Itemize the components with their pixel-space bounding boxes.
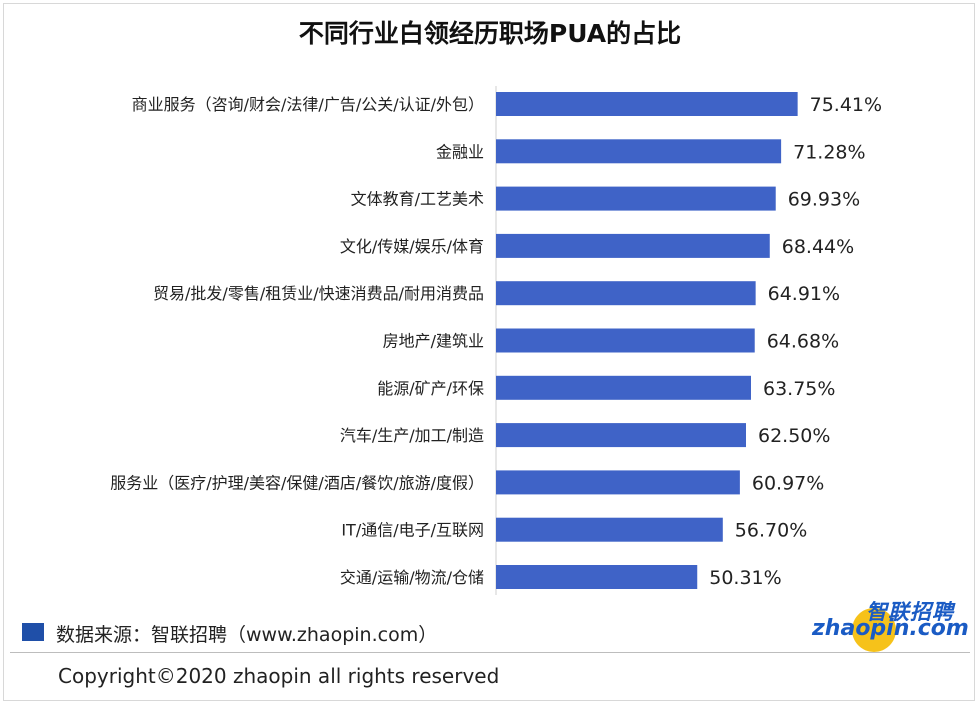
bar: [496, 281, 756, 306]
bar: [496, 92, 798, 116]
category-label: 文化/传媒/娱乐/体育: [340, 237, 484, 256]
value-label: 56.70%: [735, 520, 807, 542]
footer-divider: [10, 652, 970, 653]
category-label: IT/通信/电子/互联网: [341, 521, 484, 540]
bar: [496, 375, 751, 400]
value-label: 64.91%: [768, 283, 840, 305]
chart-frame: [3, 3, 975, 701]
category-label: 商业服务（咨询/财会/法律/广告/公关/认证/外包）: [132, 95, 484, 114]
logo-english-text: zhaopin.com: [812, 616, 969, 641]
value-label: 71.28%: [793, 141, 865, 163]
category-label: 贸易/批发/零售/租赁业/快速消费品/耐用消费品: [153, 284, 484, 303]
value-label: 63.75%: [763, 378, 835, 400]
data-source-text: 数据来源：智联招聘（www.zhaopin.com）: [56, 624, 438, 646]
category-label: 房地产/建筑业: [383, 332, 484, 351]
bar: [496, 517, 723, 542]
logo-circle-icon: [852, 608, 896, 652]
value-label: 68.44%: [782, 236, 854, 258]
legend-swatch: [22, 623, 44, 641]
value-label: 64.68%: [767, 331, 839, 353]
category-label: 汽车/生产/加工/制造: [340, 426, 484, 445]
category-label: 交通/运输/物流/仓储: [340, 568, 484, 587]
category-label: 文体教育/工艺美术: [351, 190, 484, 209]
bar: [496, 470, 740, 495]
zhaopin-logo: 智联招聘 zhaopin.com: [812, 594, 969, 654]
bar: [496, 328, 755, 353]
bar: [496, 233, 770, 258]
value-label: 50.31%: [709, 567, 781, 589]
bar: [496, 423, 746, 448]
bar-chart: 商业服务（咨询/财会/法律/广告/公关/认证/外包） 75.41% 金融业 71.28…: [110, 86, 882, 595]
chart-title: 不同行业白领经历职场PUA的占比: [298, 19, 682, 48]
value-label: 75.41%: [810, 94, 882, 116]
bar: [496, 139, 782, 164]
bar: [496, 186, 776, 211]
bar: [496, 565, 698, 589]
value-label: 69.93%: [788, 189, 860, 211]
category-label: 服务业（医疗/护理/美容/保健/酒店/餐饮/旅游/度假）: [110, 473, 484, 492]
value-label: 60.97%: [752, 472, 824, 494]
category-label: 能源/矿产/环保: [377, 379, 484, 398]
category-label: 金融业: [436, 142, 484, 161]
value-label: 62.50%: [758, 425, 830, 447]
copyright-text: Copyright©2020 zhaopin all rights reserv…: [58, 664, 500, 688]
logo-chinese-text: 智联招聘: [866, 600, 954, 624]
